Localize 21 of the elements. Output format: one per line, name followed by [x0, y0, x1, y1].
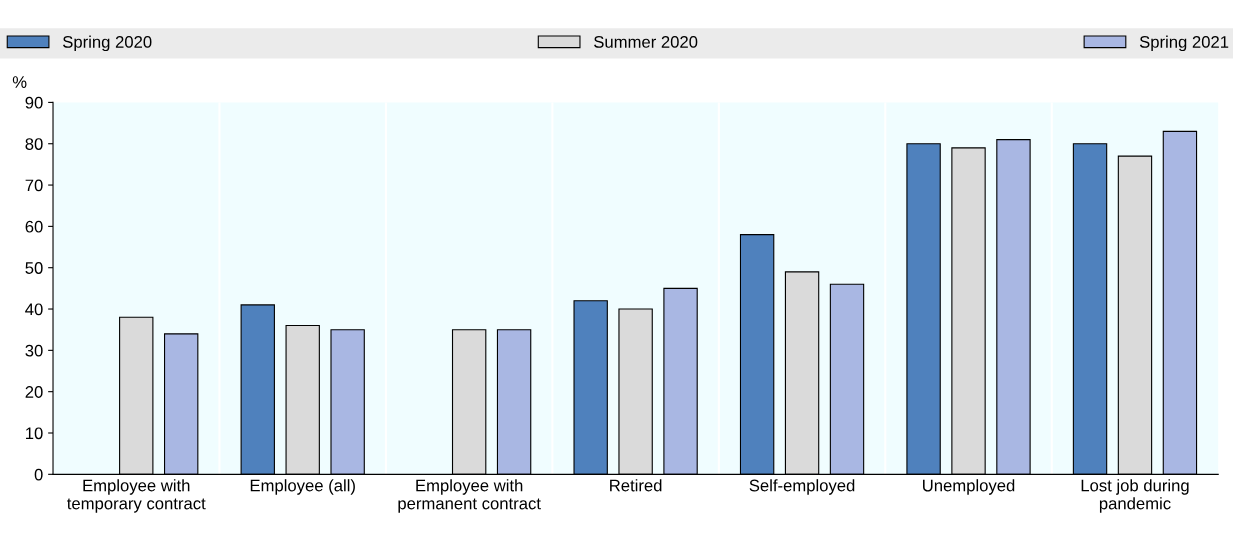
y-tick-label: 40: [25, 303, 43, 316]
legend-label: Summer 2020: [594, 36, 698, 48]
x-tick-label: Unemployed: [923, 479, 1015, 495]
x-tick-label: Employee (all): [250, 479, 355, 495]
y-tick-label: 80: [25, 138, 43, 150]
legend-label: Spring 2021: [1139, 35, 1229, 52]
y-tick-label: 30: [25, 344, 43, 357]
x-tick-label: Self-employed: [749, 479, 855, 495]
y-tick-label: 20: [25, 386, 43, 398]
x-tick-label: Retired: [610, 479, 662, 492]
x-tick-label: Employee with temporary contract: [67, 479, 206, 513]
y-tick-label: 10: [26, 427, 43, 440]
y-tick-label: 70: [25, 179, 43, 192]
y-tick-label: 90: [25, 96, 43, 109]
x-tick-label: Lost job during pandemic: [1081, 479, 1189, 513]
y-tick-label: 0: [34, 468, 43, 481]
legend-label: Spring 2020: [63, 35, 152, 52]
y-axis-title: %: [12, 76, 27, 88]
y-tick-label: 50: [25, 262, 43, 274]
y-tick-label: 60: [25, 220, 43, 233]
x-tick-label: Employee with permanent contract: [398, 479, 541, 513]
